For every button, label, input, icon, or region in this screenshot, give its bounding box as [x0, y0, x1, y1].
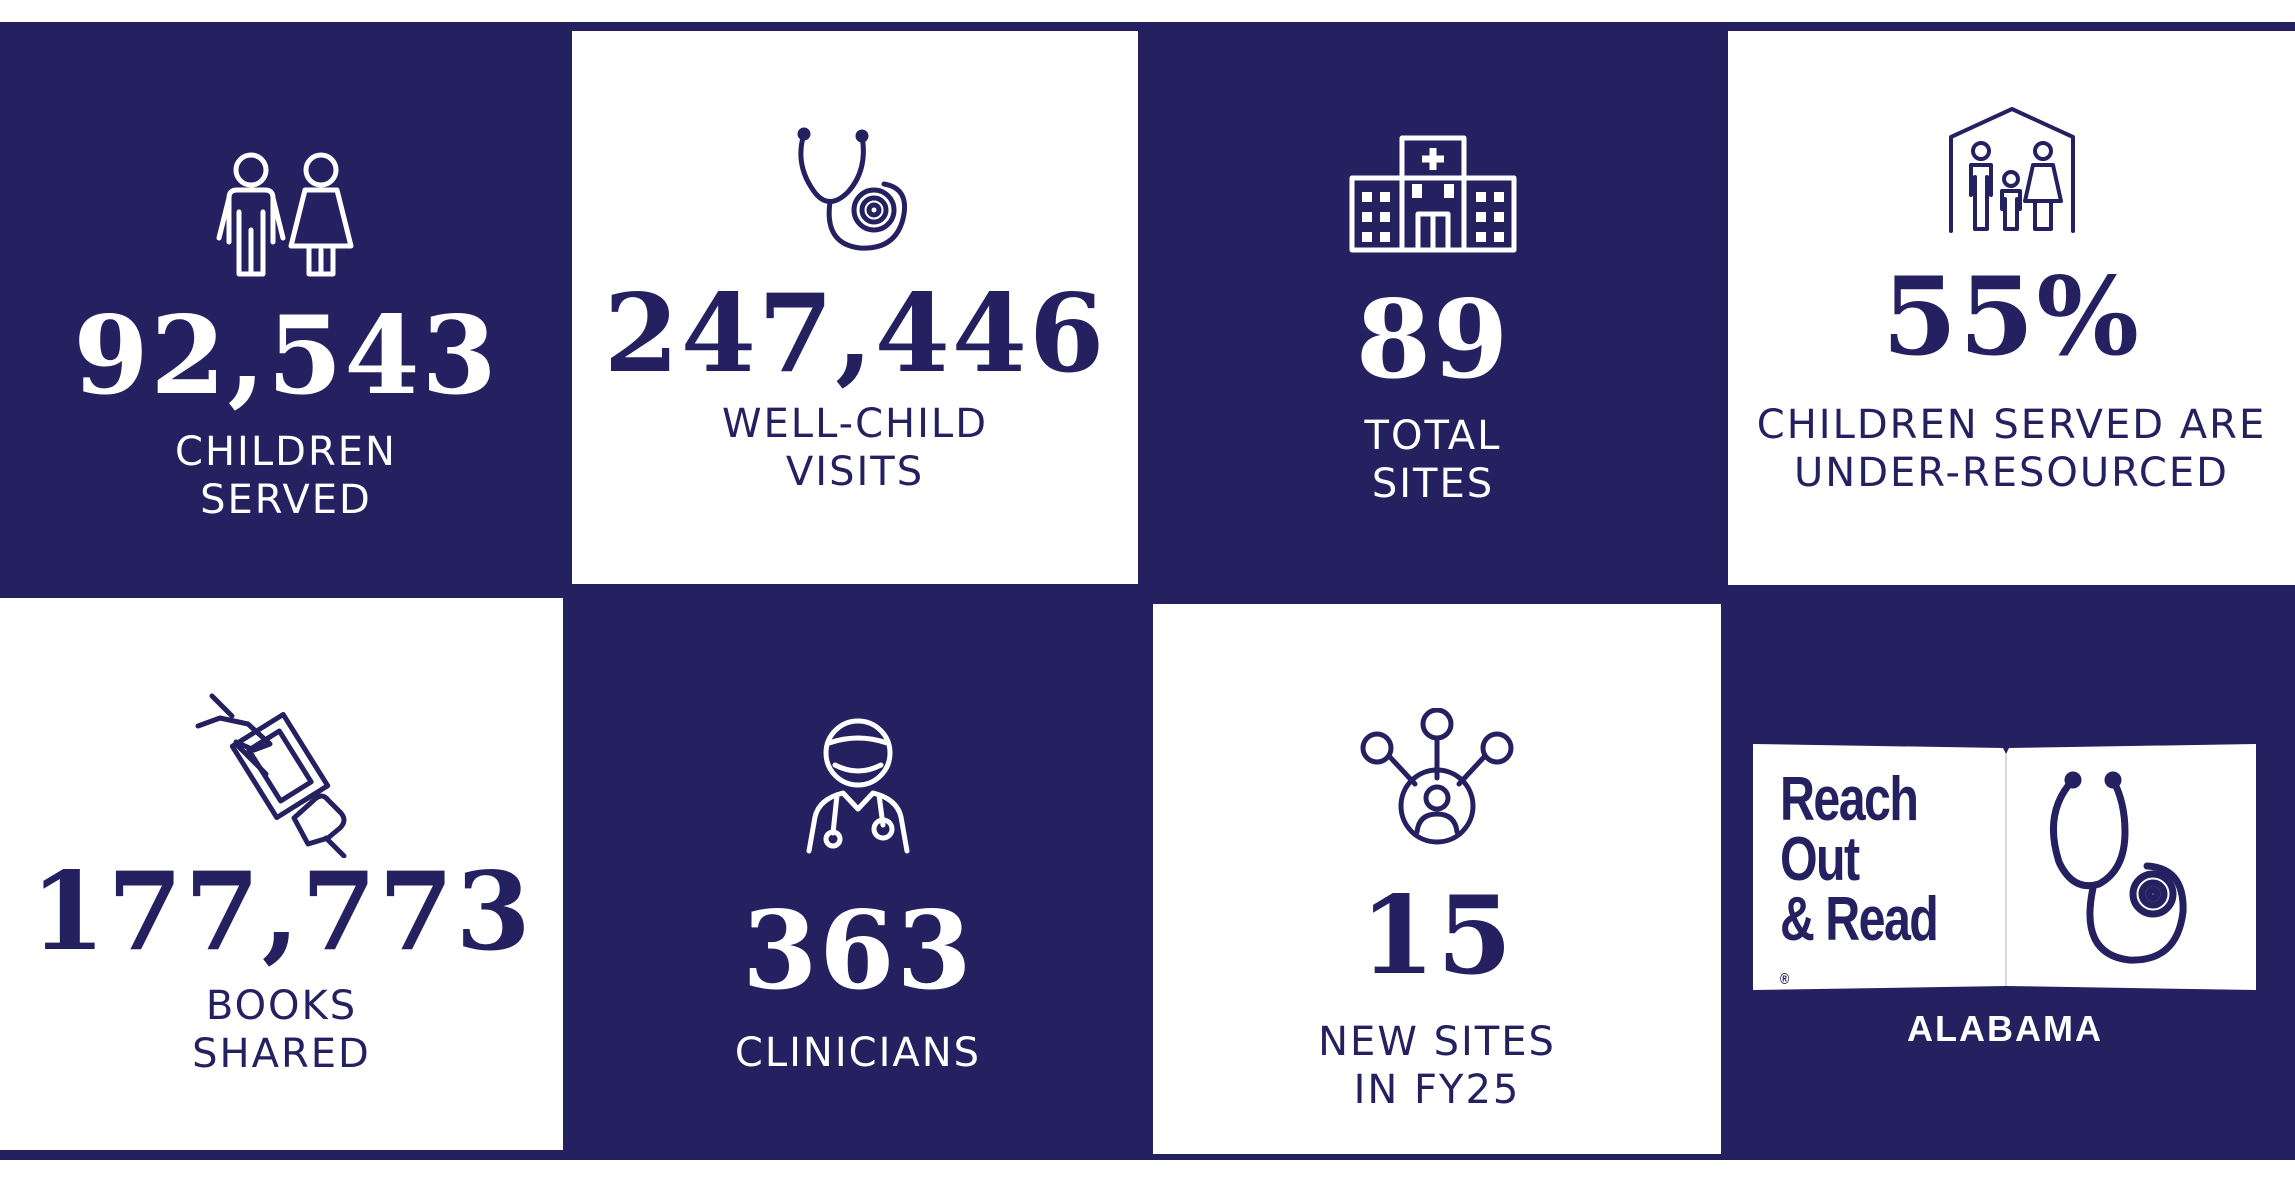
registered-mark: ®	[1780, 971, 1790, 988]
stat-tile-children-served: 92,543 CHILDREN SERVED	[0, 22, 572, 598]
hospital-icon	[1349, 135, 1517, 253]
stat-number: 15	[1359, 873, 1515, 999]
stat-tile-books-shared: 177,773 BOOKS SHARED	[0, 598, 563, 1150]
stat-label-line: IN FY25	[1353, 1067, 1521, 1113]
state-name: ALABAMA	[1907, 1008, 2103, 1049]
stat-label-line: NEW SITES	[1318, 1019, 1556, 1065]
stat-label-line: VISITS	[785, 449, 925, 495]
stat-label: NEW SITES IN FY25	[1318, 1018, 1556, 1114]
reach-out-and-read-logo	[1753, 744, 2256, 990]
stat-label-line: BOOKS	[205, 983, 358, 1029]
stat-label: CHILDREN SERVED ARE UNDER-RESOURCED	[1757, 401, 2266, 497]
stat-label: WELL-CHILD VISITS	[722, 400, 988, 496]
stat-label-line: UNDER-RESOURCED	[1794, 450, 2229, 496]
stat-label: TOTAL SITES	[1365, 412, 1502, 508]
stat-number: 55%	[1882, 254, 2141, 380]
stat-number: 89	[1355, 277, 1511, 403]
clinician-icon	[806, 718, 910, 854]
logo-line-text: & Read	[1780, 885, 1939, 954]
stat-tile-clinicians: 363 CLINICIANS	[563, 598, 1153, 1160]
stat-label-line: SERVED	[200, 477, 372, 523]
stat-label-line: SHARED	[192, 1031, 371, 1077]
logo-line: Reach	[1780, 765, 1919, 834]
logo-line: Out	[1780, 825, 1860, 894]
stat-label-line: SITES	[1371, 461, 1495, 507]
children-icon	[216, 152, 354, 277]
stat-number: 247,446	[603, 271, 1107, 397]
stat-tile-total-sites: 89 TOTAL SITES	[1138, 22, 1728, 598]
stat-tile-new-sites: 15 NEW SITES IN FY25	[1153, 604, 1721, 1154]
family-home-icon	[1948, 107, 2075, 233]
stat-label: CLINICIANS	[735, 1029, 981, 1077]
stethoscope-book-icon	[2050, 771, 2187, 964]
stat-label-line: CHILDREN	[175, 429, 397, 475]
network-icon	[1360, 708, 1514, 845]
stat-label: CHILDREN SERVED	[175, 428, 397, 524]
stat-label-line: CHILDREN SERVED ARE	[1756, 402, 2267, 448]
stat-tile-well-child-visits: 247,446 WELL-CHILD VISITS	[572, 31, 1138, 584]
stethoscope-icon	[797, 127, 908, 251]
stat-label-line: CLINICIANS	[734, 1030, 982, 1076]
stat-tile-under-resourced: 55% CHILDREN SERVED ARE UNDER-RESOURCED	[1728, 31, 2295, 585]
book-handoff-icon	[195, 693, 346, 858]
logo-line: & Read ®	[1780, 885, 1939, 1010]
stat-number: 92,543	[73, 293, 499, 419]
stat-label-line: WELL-CHILD	[721, 401, 988, 447]
stat-number: 177,773	[30, 849, 533, 975]
stat-number: 363	[742, 888, 974, 1014]
logo-wordmark: Reach Out & Read ®	[1780, 765, 1939, 1010]
stat-label: BOOKS SHARED	[192, 982, 371, 1078]
stat-label-line: TOTAL	[1364, 413, 1502, 459]
